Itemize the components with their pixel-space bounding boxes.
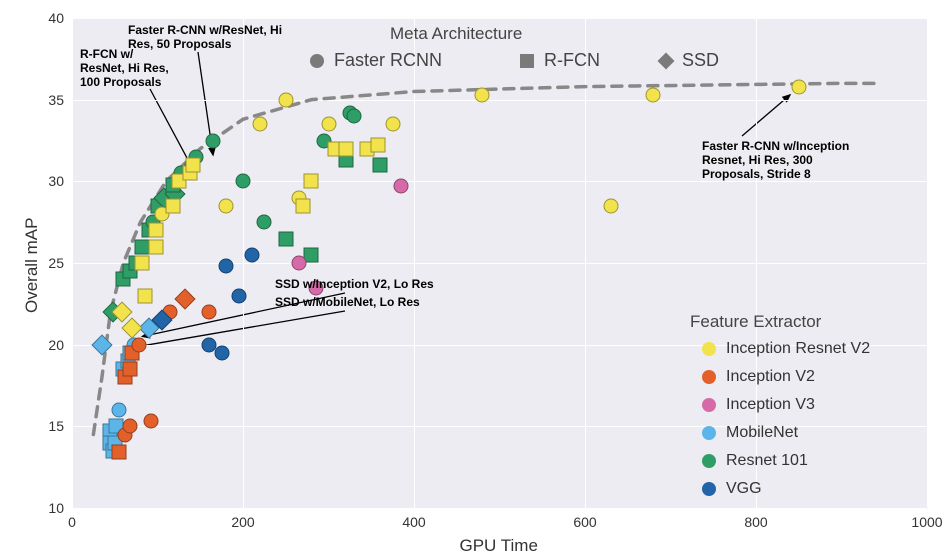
data-point <box>475 87 490 102</box>
grid-v <box>72 18 73 508</box>
ytick: 20 <box>48 337 64 353</box>
annotation-label: Faster R-CNN w/InceptionResnet, Hi Res, … <box>702 140 849 181</box>
grid-h <box>72 508 927 509</box>
data-point <box>791 79 806 94</box>
data-point <box>385 117 400 132</box>
circle-icon <box>702 398 716 412</box>
data-point <box>143 414 158 429</box>
legend-feat-item: Inception V3 <box>702 396 815 414</box>
ytick: 35 <box>48 92 64 108</box>
legend-meta-label: R-FCN <box>544 50 600 71</box>
legend-meta-label: SSD <box>682 50 719 71</box>
square-icon <box>520 54 534 68</box>
legend-meta-item: R-FCN <box>520 50 600 71</box>
data-point <box>135 256 150 271</box>
xtick: 400 <box>402 514 425 530</box>
data-point <box>371 138 386 153</box>
legend-feat-label: Inception V3 <box>726 396 815 414</box>
circle-icon <box>310 54 324 68</box>
data-point <box>257 215 272 230</box>
data-point <box>304 247 319 262</box>
legend-feat-label: MobileNet <box>726 424 798 442</box>
xtick: 800 <box>744 514 767 530</box>
grid-v <box>585 18 586 508</box>
data-point <box>112 445 127 460</box>
data-point <box>291 256 306 271</box>
data-point <box>295 198 310 213</box>
circle-icon <box>702 370 716 384</box>
data-point <box>148 223 163 238</box>
legend-feat-item: MobileNet <box>702 424 798 442</box>
y-axis-label: Overall mAP <box>22 218 42 313</box>
circle-icon <box>702 342 716 356</box>
annotation-label: SSD w/MobileNet, Lo Res <box>275 296 420 310</box>
legend-meta-label: Faster RCNN <box>334 50 442 71</box>
data-point <box>372 158 387 173</box>
legend-feat-label: Resnet 101 <box>726 452 808 470</box>
data-point <box>231 288 246 303</box>
xtick: 200 <box>231 514 254 530</box>
data-point <box>148 239 163 254</box>
data-point <box>394 179 409 194</box>
circle-icon <box>702 426 716 440</box>
data-point <box>214 345 229 360</box>
legend-meta-title: Meta Architecture <box>390 24 522 44</box>
grid-h <box>72 181 927 182</box>
legend-feat-item: Inception Resnet V2 <box>702 340 870 358</box>
xtick: 600 <box>573 514 596 530</box>
ytick: 25 <box>48 255 64 271</box>
data-point <box>123 362 138 377</box>
data-point <box>165 198 180 213</box>
data-point <box>131 337 146 352</box>
data-point <box>201 305 216 320</box>
data-point <box>253 117 268 132</box>
legend-feat-label: Inception V2 <box>726 368 815 386</box>
grid-h <box>72 263 927 264</box>
grid-h <box>72 18 927 19</box>
annotation-label: R-FCN w/ResNet, Hi Res,100 Proposals <box>80 48 169 89</box>
xtick: 1000 <box>911 514 942 530</box>
data-point <box>112 403 127 418</box>
data-point <box>123 419 138 434</box>
data-point <box>236 174 251 189</box>
ytick: 30 <box>48 173 64 189</box>
data-point <box>206 133 221 148</box>
data-point <box>646 87 661 102</box>
grid-v <box>414 18 415 508</box>
data-point <box>304 174 319 189</box>
grid-h <box>72 100 927 101</box>
data-point <box>137 288 152 303</box>
data-point <box>218 259 233 274</box>
circle-icon <box>702 454 716 468</box>
data-point <box>244 247 259 262</box>
diamond-icon <box>658 52 675 69</box>
grid-v <box>927 18 928 508</box>
ytick: 10 <box>48 500 64 516</box>
legend-meta-item: Faster RCNN <box>310 50 442 71</box>
chart-container: { "layout":{ "plot_left":72,"plot_top":1… <box>0 0 943 560</box>
data-point <box>186 158 201 173</box>
legend-feat-item: Resnet 101 <box>702 452 808 470</box>
data-point <box>218 198 233 213</box>
x-axis-label: GPU Time <box>460 536 538 556</box>
circle-icon <box>702 482 716 496</box>
grid-h <box>72 426 927 427</box>
data-point <box>347 109 362 124</box>
legend-feat-title: Feature Extractor <box>690 312 821 332</box>
legend-feat-label: Inception Resnet V2 <box>726 340 870 358</box>
data-point <box>278 92 293 107</box>
data-point <box>278 231 293 246</box>
legend-meta-item: SSD <box>660 50 719 71</box>
data-point <box>603 198 618 213</box>
legend-feat-label: VGG <box>726 480 762 498</box>
data-point <box>338 141 353 156</box>
legend-feat-item: VGG <box>702 480 762 498</box>
ytick: 40 <box>48 10 64 26</box>
xtick: 0 <box>68 514 76 530</box>
grid-v <box>243 18 244 508</box>
annotation-label: SSD w/Inception V2, Lo Res <box>275 278 434 292</box>
legend-feat-item: Inception V2 <box>702 368 815 386</box>
ytick: 15 <box>48 418 64 434</box>
data-point <box>321 117 336 132</box>
